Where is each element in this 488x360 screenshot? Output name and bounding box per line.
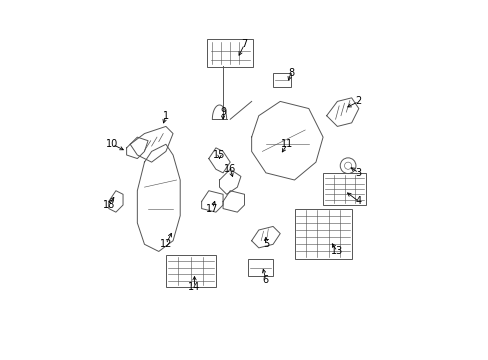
Text: 6: 6 [263,275,268,285]
Text: 11: 11 [281,139,293,149]
Text: 16: 16 [224,164,236,174]
Text: 2: 2 [355,96,361,107]
Text: 7: 7 [241,39,247,49]
Text: 15: 15 [213,150,225,160]
Text: 4: 4 [355,197,361,206]
Text: 1: 1 [163,111,169,121]
Text: 9: 9 [220,107,225,117]
Text: 12: 12 [160,239,172,249]
Text: 13: 13 [330,247,343,256]
Text: 18: 18 [102,200,115,210]
Text: 8: 8 [287,68,293,78]
Text: 3: 3 [355,168,361,178]
Text: 10: 10 [106,139,118,149]
Text: 17: 17 [206,203,218,213]
Text: 14: 14 [188,282,200,292]
Text: 5: 5 [262,239,268,249]
